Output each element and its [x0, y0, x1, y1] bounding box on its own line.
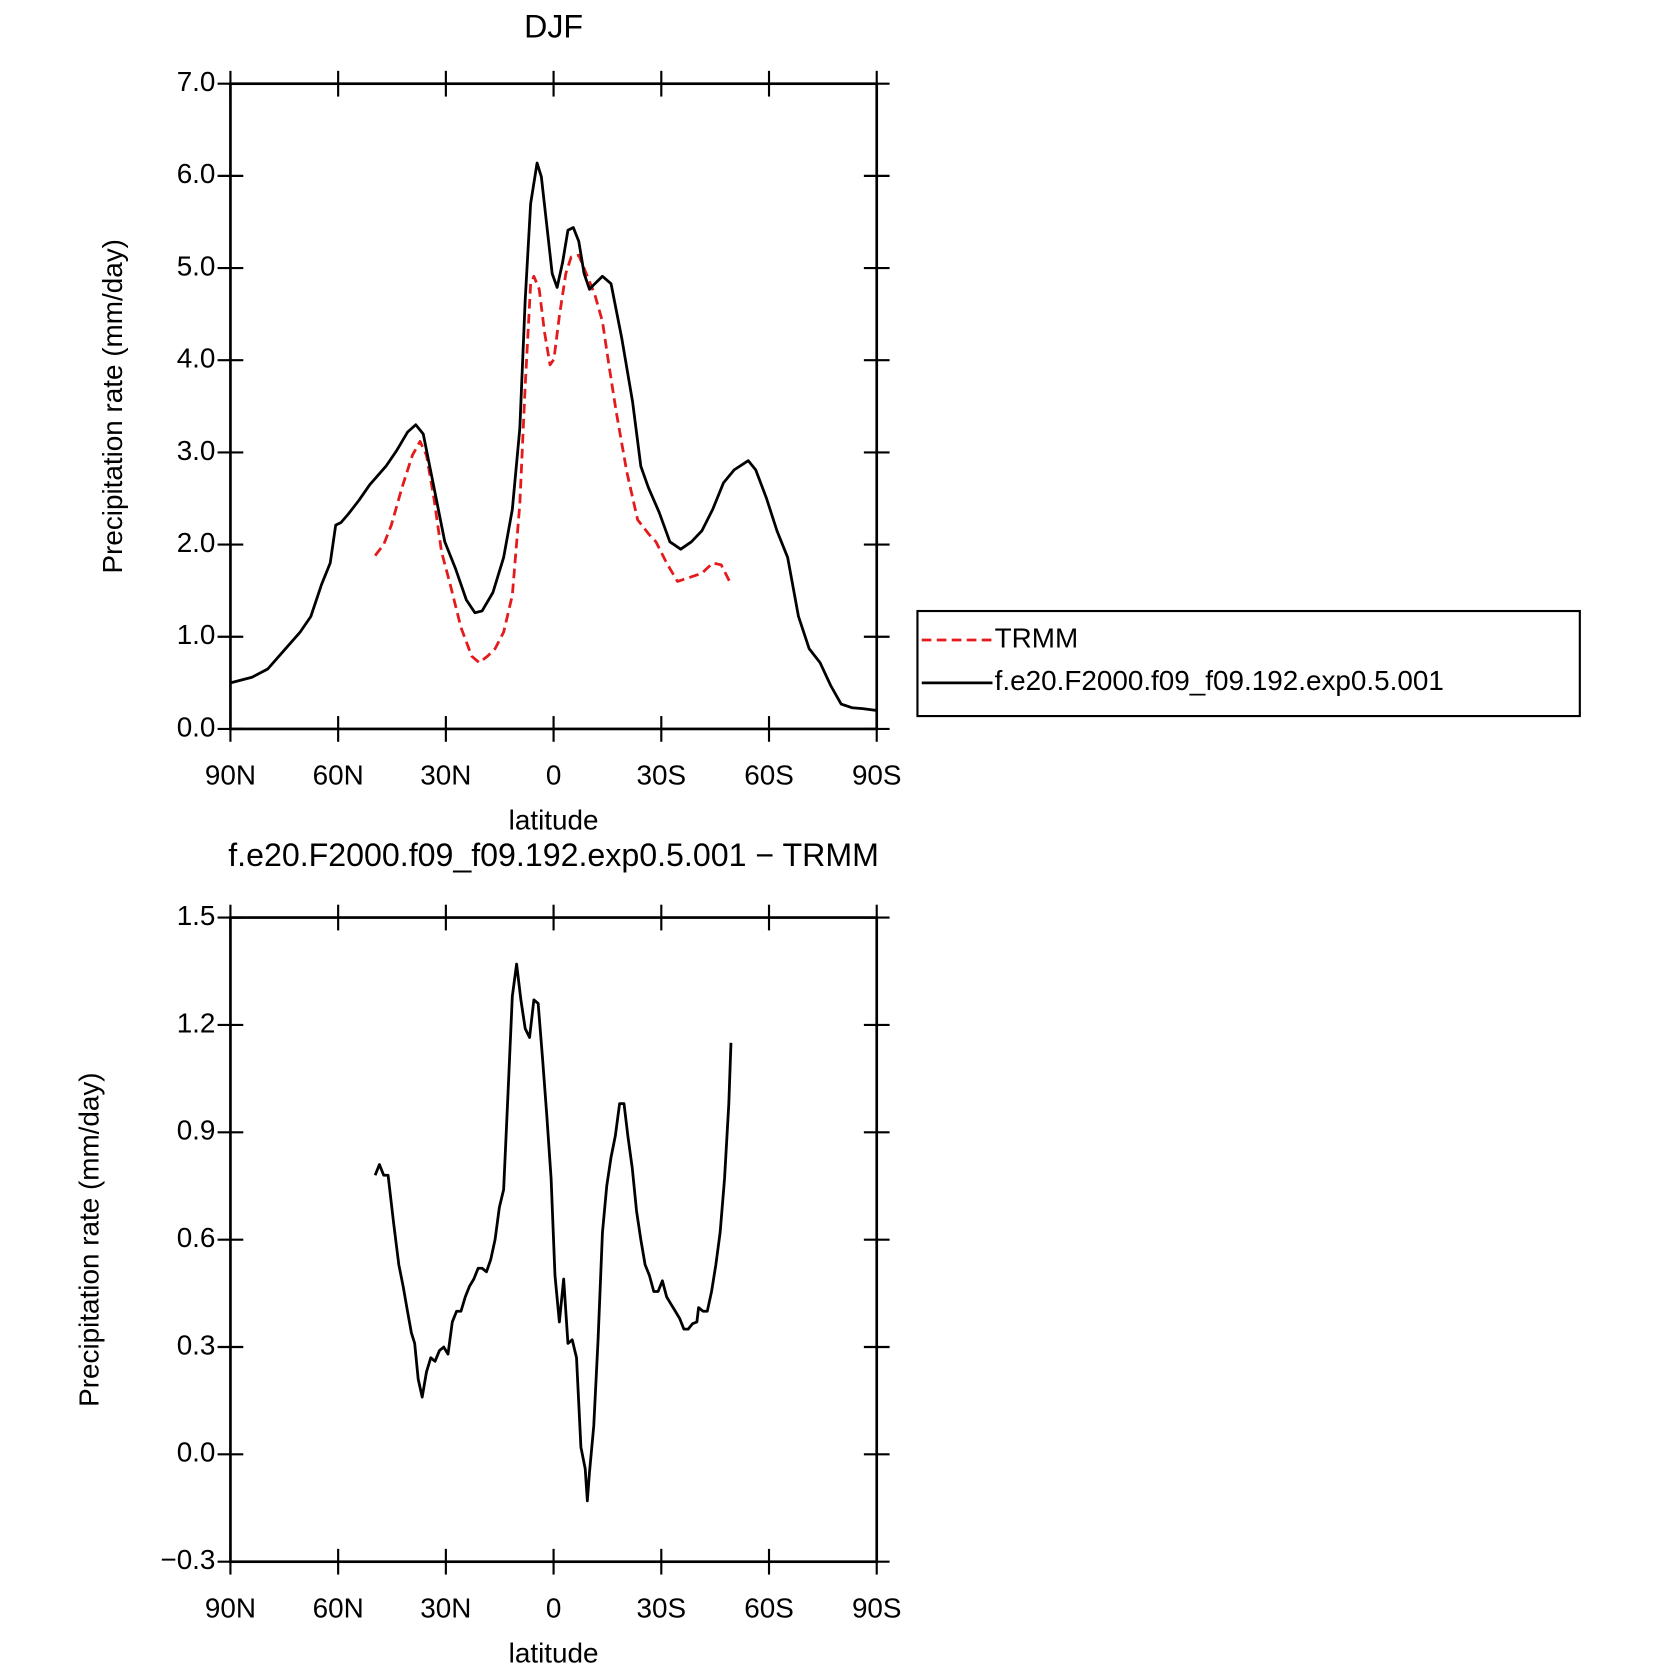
- y-tick-label: 0.0: [177, 711, 216, 742]
- x-tick-label: 60N: [313, 760, 364, 791]
- data-line: [230, 161, 877, 712]
- y-tick-label: 0.9: [177, 1115, 216, 1146]
- x-tick-label: 60N: [313, 1592, 364, 1623]
- x-tick-label: 90N: [205, 760, 256, 791]
- y-axis-label: Precipitation rate (mm/day): [73, 1072, 104, 1406]
- x-axis-label: latitude: [509, 1637, 599, 1668]
- chart-title: f.e20.F2000.f09_f09.192.exp0.5.001 − TRM…: [228, 837, 879, 873]
- x-tick-label: 90N: [205, 1592, 256, 1623]
- y-tick-label: 1.2: [177, 1007, 216, 1038]
- y-tick-label: −0.3: [160, 1544, 215, 1575]
- legend-label: TRMM: [995, 622, 1079, 653]
- y-tick-label: 0.3: [177, 1329, 216, 1360]
- y-tick-label: 0.6: [177, 1222, 216, 1253]
- x-tick-label: 30S: [637, 760, 687, 791]
- x-tick-label: 30N: [420, 1592, 471, 1623]
- y-tick-label: 4.0: [177, 343, 216, 374]
- plot-frame: [229, 916, 879, 1564]
- x-tick-label: 90S: [852, 1592, 902, 1623]
- y-tick-label: 3.0: [177, 435, 216, 466]
- plot-frame: [229, 82, 879, 731]
- y-tick-label: 0.0: [177, 1437, 216, 1468]
- data-line: [374, 253, 733, 664]
- x-tick-label: 60S: [744, 760, 794, 791]
- x-tick-label: 0: [546, 760, 562, 791]
- x-tick-label: 30S: [637, 1592, 687, 1623]
- y-axis-label: Precipitation rate (mm/day): [97, 239, 128, 573]
- y-tick-label: 2.0: [177, 527, 216, 558]
- chart-title: DJF: [524, 9, 583, 45]
- y-tick-label: 6.0: [177, 158, 216, 189]
- x-tick-label: 0: [546, 1592, 562, 1623]
- x-axis-label: latitude: [509, 805, 599, 836]
- data-line: [373, 962, 733, 1503]
- x-tick-label: 60S: [744, 1592, 794, 1623]
- legend-label: f.e20.F2000.f09_f09.192.exp0.5.001: [995, 665, 1444, 696]
- y-tick-label: 1.0: [177, 619, 216, 650]
- x-tick-label: 90S: [852, 760, 902, 791]
- y-tick-label: 1.5: [177, 900, 216, 931]
- x-tick-label: 30N: [420, 760, 471, 791]
- legend-box: [916, 609, 1581, 718]
- y-tick-label: 5.0: [177, 250, 216, 281]
- y-tick-label: 7.0: [177, 66, 216, 97]
